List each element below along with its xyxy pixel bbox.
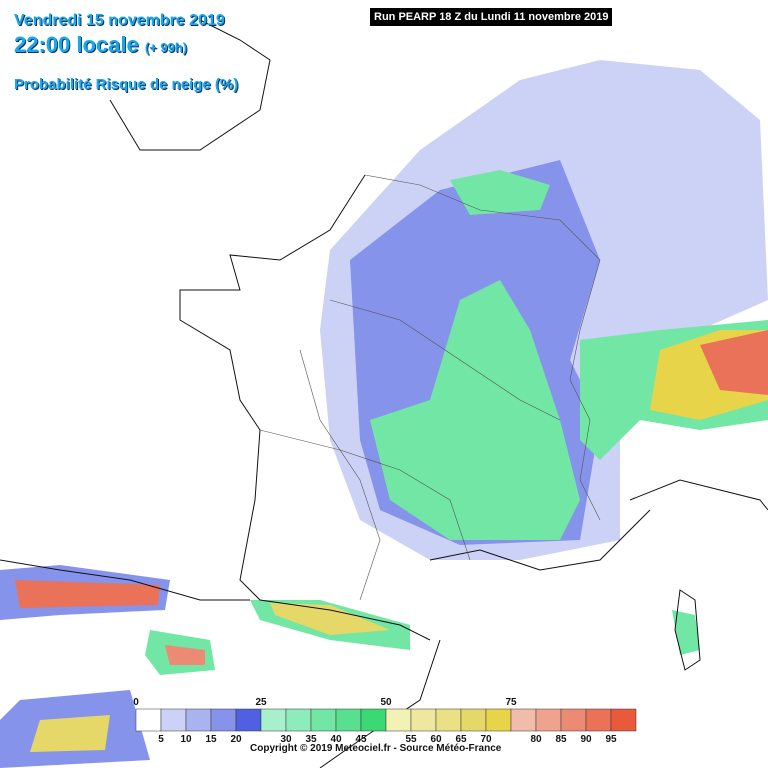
product: Probabilité Risque de neige (%) [14, 76, 239, 93]
coastlines [0, 19, 768, 768]
legend-swatch [360, 708, 387, 732]
legend-bottom-label: 90 [580, 734, 592, 745]
legend-swatch [610, 708, 637, 732]
legend-swatch [260, 708, 287, 732]
legend-swatch [460, 708, 487, 732]
legend-top-label: 75 [505, 697, 517, 708]
time: 22:00 locale (+ 99h) [14, 32, 187, 58]
time-text: 22:00 locale [14, 32, 139, 57]
legend-swatch [585, 708, 612, 732]
legend-bottom-label: 20 [230, 734, 242, 745]
date: Vendredi 15 novembre 2019 [14, 12, 225, 29]
legend-bottom-label: 80 [530, 734, 542, 745]
legend-bottom-label: 45 [355, 734, 367, 745]
legend-swatch [235, 708, 262, 732]
lead: (+ 99h) [144, 40, 188, 55]
legend-swatch [385, 708, 412, 732]
legend-bottom-label: 40 [330, 734, 342, 745]
legend-swatch [135, 708, 162, 732]
legend-bottom-label: 60 [430, 734, 442, 745]
legend-swatch [485, 708, 512, 732]
legend-top-label: 0 [133, 697, 139, 708]
legend-bottom-label: 15 [205, 734, 217, 745]
legend-swatch [310, 708, 337, 732]
legend-swatch [560, 708, 587, 732]
legend-swatch [185, 708, 212, 732]
legend-bottom-label: 10 [180, 734, 192, 745]
legend-swatch [335, 708, 362, 732]
legend-swatch [535, 708, 562, 732]
legend-bottom-label: 55 [405, 734, 417, 745]
legend-bottom-label: 85 [555, 734, 567, 745]
copyright: Copyright © 2019 Meteociel.fr - Source M… [250, 743, 502, 754]
legend-bottom-label: 65 [455, 734, 467, 745]
legend-swatch [285, 708, 312, 732]
legend-top-label: 25 [255, 697, 267, 708]
legend-swatch [435, 708, 462, 732]
legend-bottom-label: 95 [605, 734, 617, 745]
precip-field [0, 60, 768, 768]
run-info: Run PEARP 18 Z du Lundi 11 novembre 2019 [370, 8, 612, 26]
legend-bottom-label: 30 [280, 734, 292, 745]
legend-swatch [210, 708, 237, 732]
legend-bottom-label: 35 [305, 734, 317, 745]
legend-swatch [160, 708, 187, 732]
legend-bottom-label: 70 [480, 734, 492, 745]
legend-top-label: 50 [380, 697, 392, 708]
legend-swatch [510, 708, 537, 732]
legend: 0 25 50 75 5 10 15 20 30 35 40 45 55 60 65 70 80 85 90 95 [133, 697, 637, 745]
legend-bottom-label: 5 [158, 734, 164, 745]
borders [259, 174, 601, 601]
legend-swatch [410, 708, 437, 732]
